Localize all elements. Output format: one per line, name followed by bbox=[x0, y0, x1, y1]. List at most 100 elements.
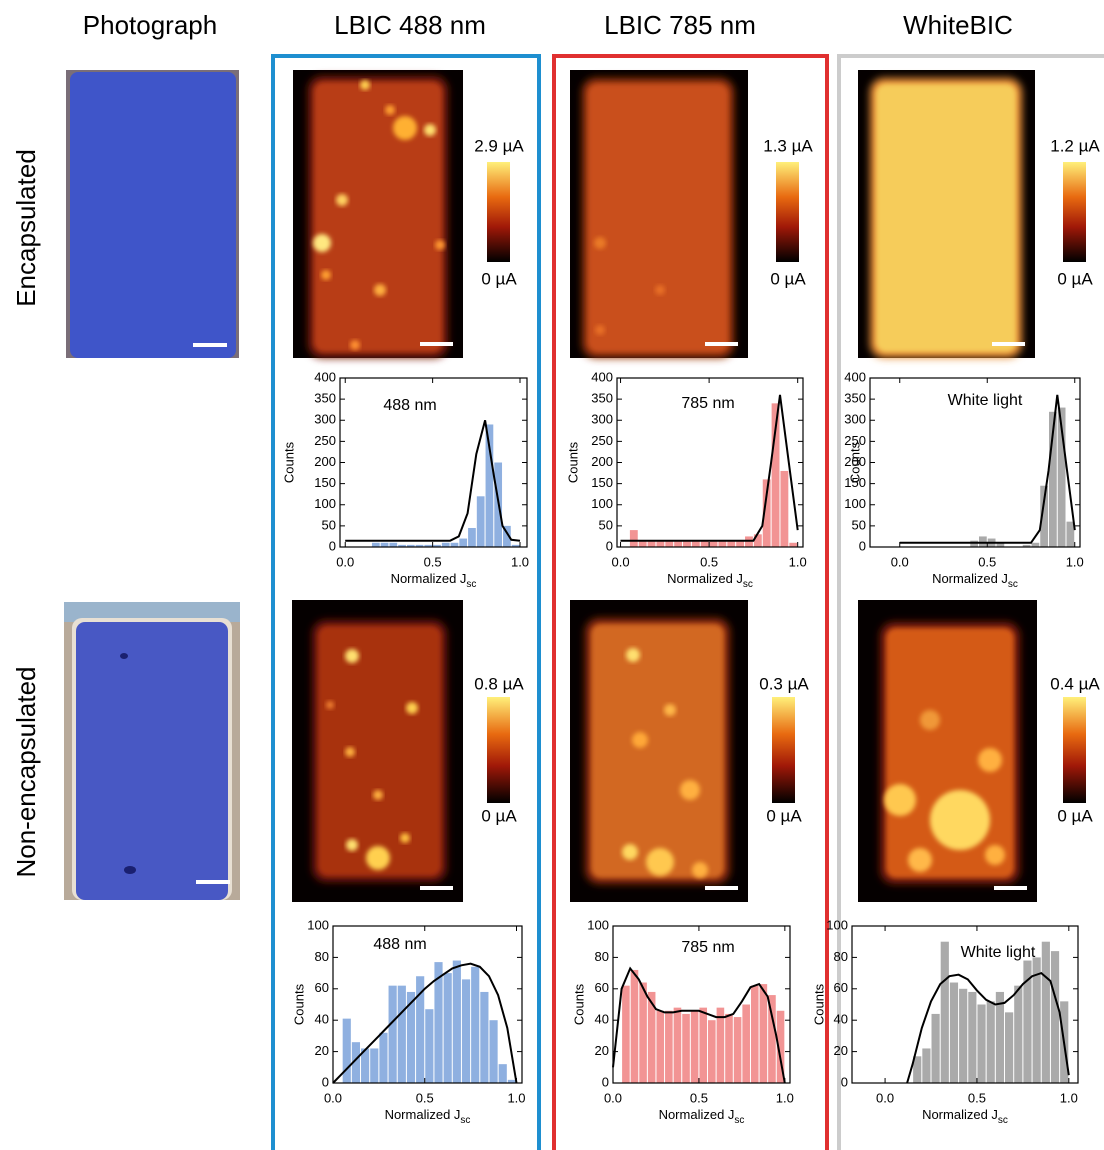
map-area bbox=[314, 82, 442, 352]
annotation: 488 nm bbox=[373, 936, 426, 953]
histogram-bar bbox=[932, 1014, 940, 1083]
x-tick-label: 0.5 bbox=[424, 554, 442, 569]
histogram-bar bbox=[398, 986, 406, 1083]
y-tick-label: 350 bbox=[591, 391, 613, 406]
colorbar-min-label: 0 µA bbox=[770, 269, 806, 288]
map-spot bbox=[595, 325, 605, 335]
y-tick-label: 0 bbox=[329, 538, 336, 553]
photo bbox=[66, 70, 239, 358]
colorbar-min-label: 0 µA bbox=[481, 806, 517, 825]
map-spot bbox=[406, 702, 418, 714]
colorbar-min-label: 0 µA bbox=[481, 269, 517, 288]
y-tick-label: 40 bbox=[315, 1012, 329, 1027]
map-area bbox=[876, 84, 1016, 352]
histogram-bar bbox=[639, 983, 647, 1083]
map-spot bbox=[622, 844, 638, 860]
colorbar-min-label: 0 µA bbox=[1057, 806, 1093, 825]
map-spot bbox=[594, 237, 606, 249]
histogram-bar bbox=[789, 543, 797, 547]
map-area bbox=[588, 84, 728, 352]
histogram-bar bbox=[987, 1001, 995, 1083]
colorbar-max-label: 2.9 µA bbox=[474, 136, 524, 155]
column-title: Photograph bbox=[83, 10, 217, 40]
histogram-bar bbox=[630, 530, 638, 547]
map-spot bbox=[360, 80, 370, 90]
maps bbox=[292, 70, 1037, 902]
y-tick-label: 100 bbox=[826, 917, 848, 932]
x-tick-label: 0.0 bbox=[604, 1090, 622, 1105]
y-tick-label: 80 bbox=[315, 949, 329, 964]
map-spot bbox=[930, 790, 990, 850]
histogram-bar bbox=[1014, 986, 1022, 1083]
histogram-bar bbox=[780, 471, 788, 547]
histogram-bar bbox=[742, 1005, 750, 1084]
histogram-bar bbox=[453, 961, 461, 1083]
annotation: 488 nm bbox=[383, 397, 436, 414]
histogram-bar bbox=[477, 496, 485, 547]
colorbar bbox=[487, 162, 510, 262]
histogram-bar bbox=[941, 942, 949, 1083]
column-title: WhiteBIC bbox=[903, 10, 1013, 40]
histogram-bar bbox=[979, 536, 987, 547]
fit-curve bbox=[333, 964, 517, 1083]
histogram-bar bbox=[425, 1009, 433, 1083]
map-area bbox=[318, 626, 441, 876]
map-spot bbox=[345, 747, 355, 757]
histogram-bar bbox=[489, 1020, 497, 1083]
histogram-bar bbox=[462, 979, 470, 1083]
annotation: White light bbox=[961, 944, 1036, 961]
map-spot bbox=[655, 285, 665, 295]
y-axis-label: Counts bbox=[811, 983, 826, 1025]
x-axis-label: Normalized Jsc bbox=[391, 571, 477, 589]
map-spot bbox=[646, 848, 674, 876]
y-axis-label: Counts bbox=[571, 983, 586, 1025]
y-tick-label: 300 bbox=[844, 412, 866, 427]
map-spot bbox=[435, 240, 445, 250]
histogram-bar bbox=[622, 986, 630, 1083]
histogram-bar bbox=[499, 1064, 507, 1083]
histogram-bar bbox=[389, 986, 397, 1083]
histogram-bar bbox=[708, 1020, 716, 1083]
y-tick-label: 100 bbox=[307, 917, 329, 932]
y-axis-label: Counts bbox=[565, 441, 580, 483]
figure: Photograph LBIC 488 nm LBIC 785 nm White… bbox=[0, 0, 1104, 1150]
colorbar bbox=[1063, 697, 1086, 803]
x-axis-label-text: Normalized J bbox=[385, 1107, 461, 1122]
histogram-bar bbox=[682, 1014, 690, 1083]
map-area bbox=[591, 624, 724, 878]
y-tick-label: 100 bbox=[591, 496, 613, 511]
histogram-bar bbox=[970, 541, 978, 547]
histogram-bar bbox=[468, 528, 476, 547]
x-tick-label: 1.0 bbox=[789, 554, 807, 569]
map-spot bbox=[884, 784, 916, 816]
y-tick-label: 150 bbox=[314, 475, 336, 490]
x-tick-label: 0.0 bbox=[891, 554, 909, 569]
annotation: 785 nm bbox=[681, 395, 734, 412]
map-spot bbox=[366, 846, 390, 870]
histogram-bar bbox=[631, 970, 639, 1083]
map-spot bbox=[692, 862, 708, 878]
y-tick-label: 400 bbox=[314, 369, 336, 384]
y-tick-label: 80 bbox=[834, 949, 848, 964]
histogram-bar bbox=[968, 992, 976, 1083]
y-tick-label: 0 bbox=[841, 1074, 848, 1089]
y-tick-label: 100 bbox=[587, 917, 609, 932]
current-map bbox=[292, 600, 463, 902]
histogram-bar bbox=[1067, 522, 1075, 547]
x-axis-label-subscript: sc bbox=[743, 579, 753, 590]
map-spot bbox=[345, 649, 359, 663]
y-tick-label: 60 bbox=[315, 980, 329, 995]
map-spot bbox=[393, 116, 417, 140]
histogram-bar bbox=[343, 1019, 351, 1083]
map-spot bbox=[385, 105, 395, 115]
map-spot bbox=[326, 701, 334, 709]
y-tick-label: 100 bbox=[314, 496, 336, 511]
histogram-bar bbox=[1032, 543, 1040, 547]
histogram-bar bbox=[717, 1008, 725, 1083]
x-tick-label: 0.0 bbox=[612, 554, 630, 569]
y-tick-label: 0 bbox=[859, 538, 866, 553]
y-axis-label: Counts bbox=[281, 441, 296, 483]
histogram-bar bbox=[725, 1014, 733, 1083]
histogram-bar bbox=[734, 1017, 742, 1083]
x-tick-label: 0.5 bbox=[978, 554, 996, 569]
